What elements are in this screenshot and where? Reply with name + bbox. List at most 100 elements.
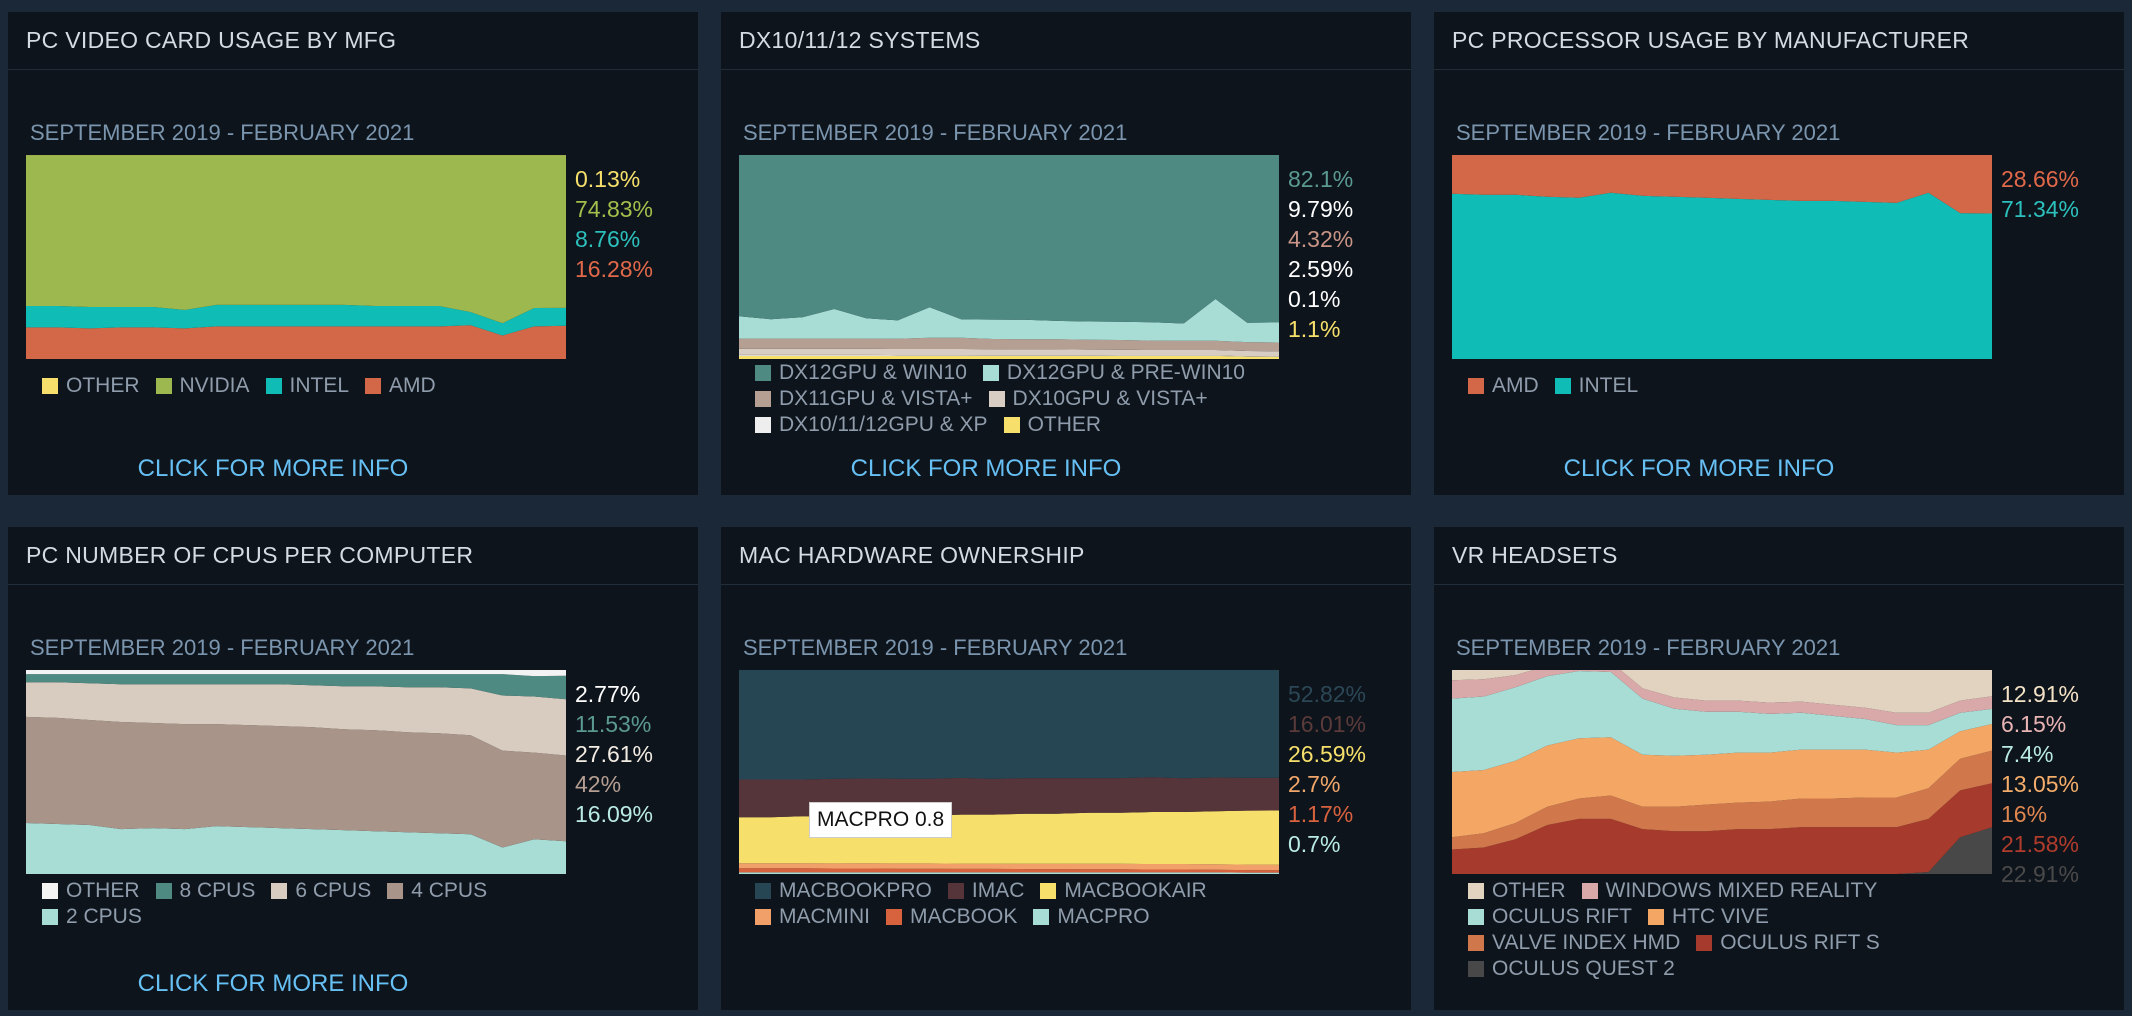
legend-item[interactable]: OTHER [42,878,140,904]
legend-item[interactable]: OTHER [1468,878,1566,904]
legend-item[interactable]: OCULUS RIFT S [1696,930,1880,956]
legend: OTHER 8 CPUS 6 CPUS 4 CPUS 2 CPUS [42,878,602,930]
legend-swatch [42,883,58,899]
legend-label: OTHER [1027,413,1102,436]
area-series[interactable] [739,355,1279,359]
area-series[interactable] [739,872,1279,874]
percent-label: 7.4% [2001,741,2054,767]
area-series[interactable] [739,354,1279,357]
area-series[interactable] [739,337,1279,352]
legend-swatch [1040,883,1057,899]
legend-item[interactable]: OCULUS RIFT [1468,904,1632,930]
chart-cpus[interactable] [26,670,566,874]
legend-label: OCULUS RIFT S [1720,931,1880,954]
legend-item[interactable]: WINDOWS MIXED REALITY [1581,878,1877,904]
legend-label: MACBOOKAIR [1064,879,1207,902]
chart-processor[interactable] [1452,155,1992,359]
area-series[interactable] [739,348,1279,357]
legend-label: MACPRO [1057,905,1150,928]
panel-title: VR HEADSETS [1452,542,1618,568]
legend-item[interactable]: 4 CPUS [387,878,487,904]
legend-item[interactable]: 6 CPUS [271,878,371,904]
area-series[interactable] [1452,670,1992,726]
area-series[interactable] [1452,155,1992,214]
percent-label: 0.1% [1288,286,1341,312]
legend-item[interactable]: OCULUS QUEST 2 [1468,956,1675,982]
area-series[interactable] [739,670,1279,780]
area-series[interactable] [739,863,1279,871]
legend-item[interactable]: NVIDIA [155,373,250,399]
more-info-link[interactable]: CLICK FOR MORE INFO [1563,455,1835,482]
area-series[interactable] [1452,671,1992,772]
chart-dx-systems[interactable] [739,155,1279,359]
legend-item[interactable]: MACBOOKAIR [1040,878,1207,904]
legend-item[interactable]: HTC VIVE [1648,904,1769,930]
legend-item[interactable]: VALVE INDEX HMD [1468,930,1680,956]
percent-label: 12.91% [2001,681,2080,707]
panel-title: PC NUMBER OF CPUS PER COMPUTER [26,542,474,568]
chart-vr-headsets[interactable] [1452,670,1992,874]
area-series[interactable] [1452,783,1992,874]
legend-label: DX12GPU & PRE-WIN10 [1006,361,1245,384]
area-series[interactable] [26,682,566,756]
more-info-link[interactable]: CLICK FOR MORE INFO [850,455,1122,482]
legend-label: OTHER [1492,879,1566,902]
area-series[interactable] [1452,750,1992,850]
area-series[interactable] [26,670,566,677]
percent-label: 11.53% [575,711,652,737]
date-range: SEPTEMBER 2019 - FEBRUARY 2021 [30,635,415,660]
area-series[interactable] [739,299,1279,343]
area-series[interactable] [1452,827,1992,874]
area-series[interactable] [1452,192,1992,359]
legend-item[interactable]: OTHER [1003,412,1102,438]
area-series[interactable] [26,325,566,359]
legend-item[interactable]: MACBOOKPRO [755,878,932,904]
legend-swatch [1468,935,1484,951]
legend-swatch [1581,883,1598,899]
date-range: SEPTEMBER 2019 - FEBRUARY 2021 [1456,120,1841,145]
legend-label: DX10GPU & VISTA+ [1012,387,1208,410]
title-divider [8,69,698,70]
legend-item[interactable]: DX11GPU & VISTA+ [755,386,973,412]
area-series[interactable] [26,823,566,874]
legend-item[interactable]: MACBOOK [886,904,1017,930]
chart-video-card[interactable] [26,155,566,359]
area-series[interactable] [739,868,1279,873]
area-series[interactable] [26,716,566,848]
title-divider [721,69,1411,70]
legend-item[interactable]: INTEL [1554,373,1638,399]
legend-item[interactable]: 2 CPUS [42,904,142,930]
panel-title: DX10/11/12 SYSTEMS [739,27,981,53]
legend-label: VALVE INDEX HMD [1492,931,1681,954]
legend-item[interactable]: OTHER [42,373,140,399]
legend-label: INTEL [289,374,350,397]
legend-swatch [1003,417,1020,433]
area-series[interactable] [26,155,566,324]
legend-swatch [365,378,382,394]
area-series[interactable] [26,304,566,336]
legend-item[interactable]: DX12GPU & WIN10 [755,360,967,386]
legend-item[interactable]: AMD [365,373,436,399]
legend-item[interactable]: DX10GPU & VISTA+ [988,386,1208,412]
legend-item[interactable]: 8 CPUS [155,878,255,904]
area-series[interactable] [1452,670,1992,713]
panel-cpus-per-computer: PC NUMBER OF CPUS PER COMPUTER SEPTEMBER… [8,527,698,1010]
area-series[interactable] [26,674,566,700]
legend-swatch [755,883,771,899]
area-series[interactable] [739,155,1279,324]
legend-item[interactable]: IMAC [947,878,1024,904]
legend-item[interactable]: MACMINI [755,904,870,930]
legend-item[interactable]: DX10/11/12GPU & XP [755,412,988,438]
legend-item[interactable]: DX12GPU & PRE-WIN10 [982,360,1245,386]
date-range: SEPTEMBER 2019 - FEBRUARY 2021 [743,635,1128,660]
legend-label: NVIDIA [179,374,250,397]
more-info-link[interactable]: CLICK FOR MORE INFO [137,455,409,482]
legend-item[interactable]: MACPRO [1033,904,1150,930]
percent-label: 28.66% [2001,166,2080,192]
legend-label: MACBOOKPRO [779,879,932,902]
legend-item[interactable]: AMD [1468,373,1539,399]
chart-mac-hardware[interactable] [739,670,1279,874]
legend-item[interactable]: INTEL [265,373,350,399]
area-series[interactable] [1452,724,1992,838]
more-info-link[interactable]: CLICK FOR MORE INFO [137,970,409,997]
